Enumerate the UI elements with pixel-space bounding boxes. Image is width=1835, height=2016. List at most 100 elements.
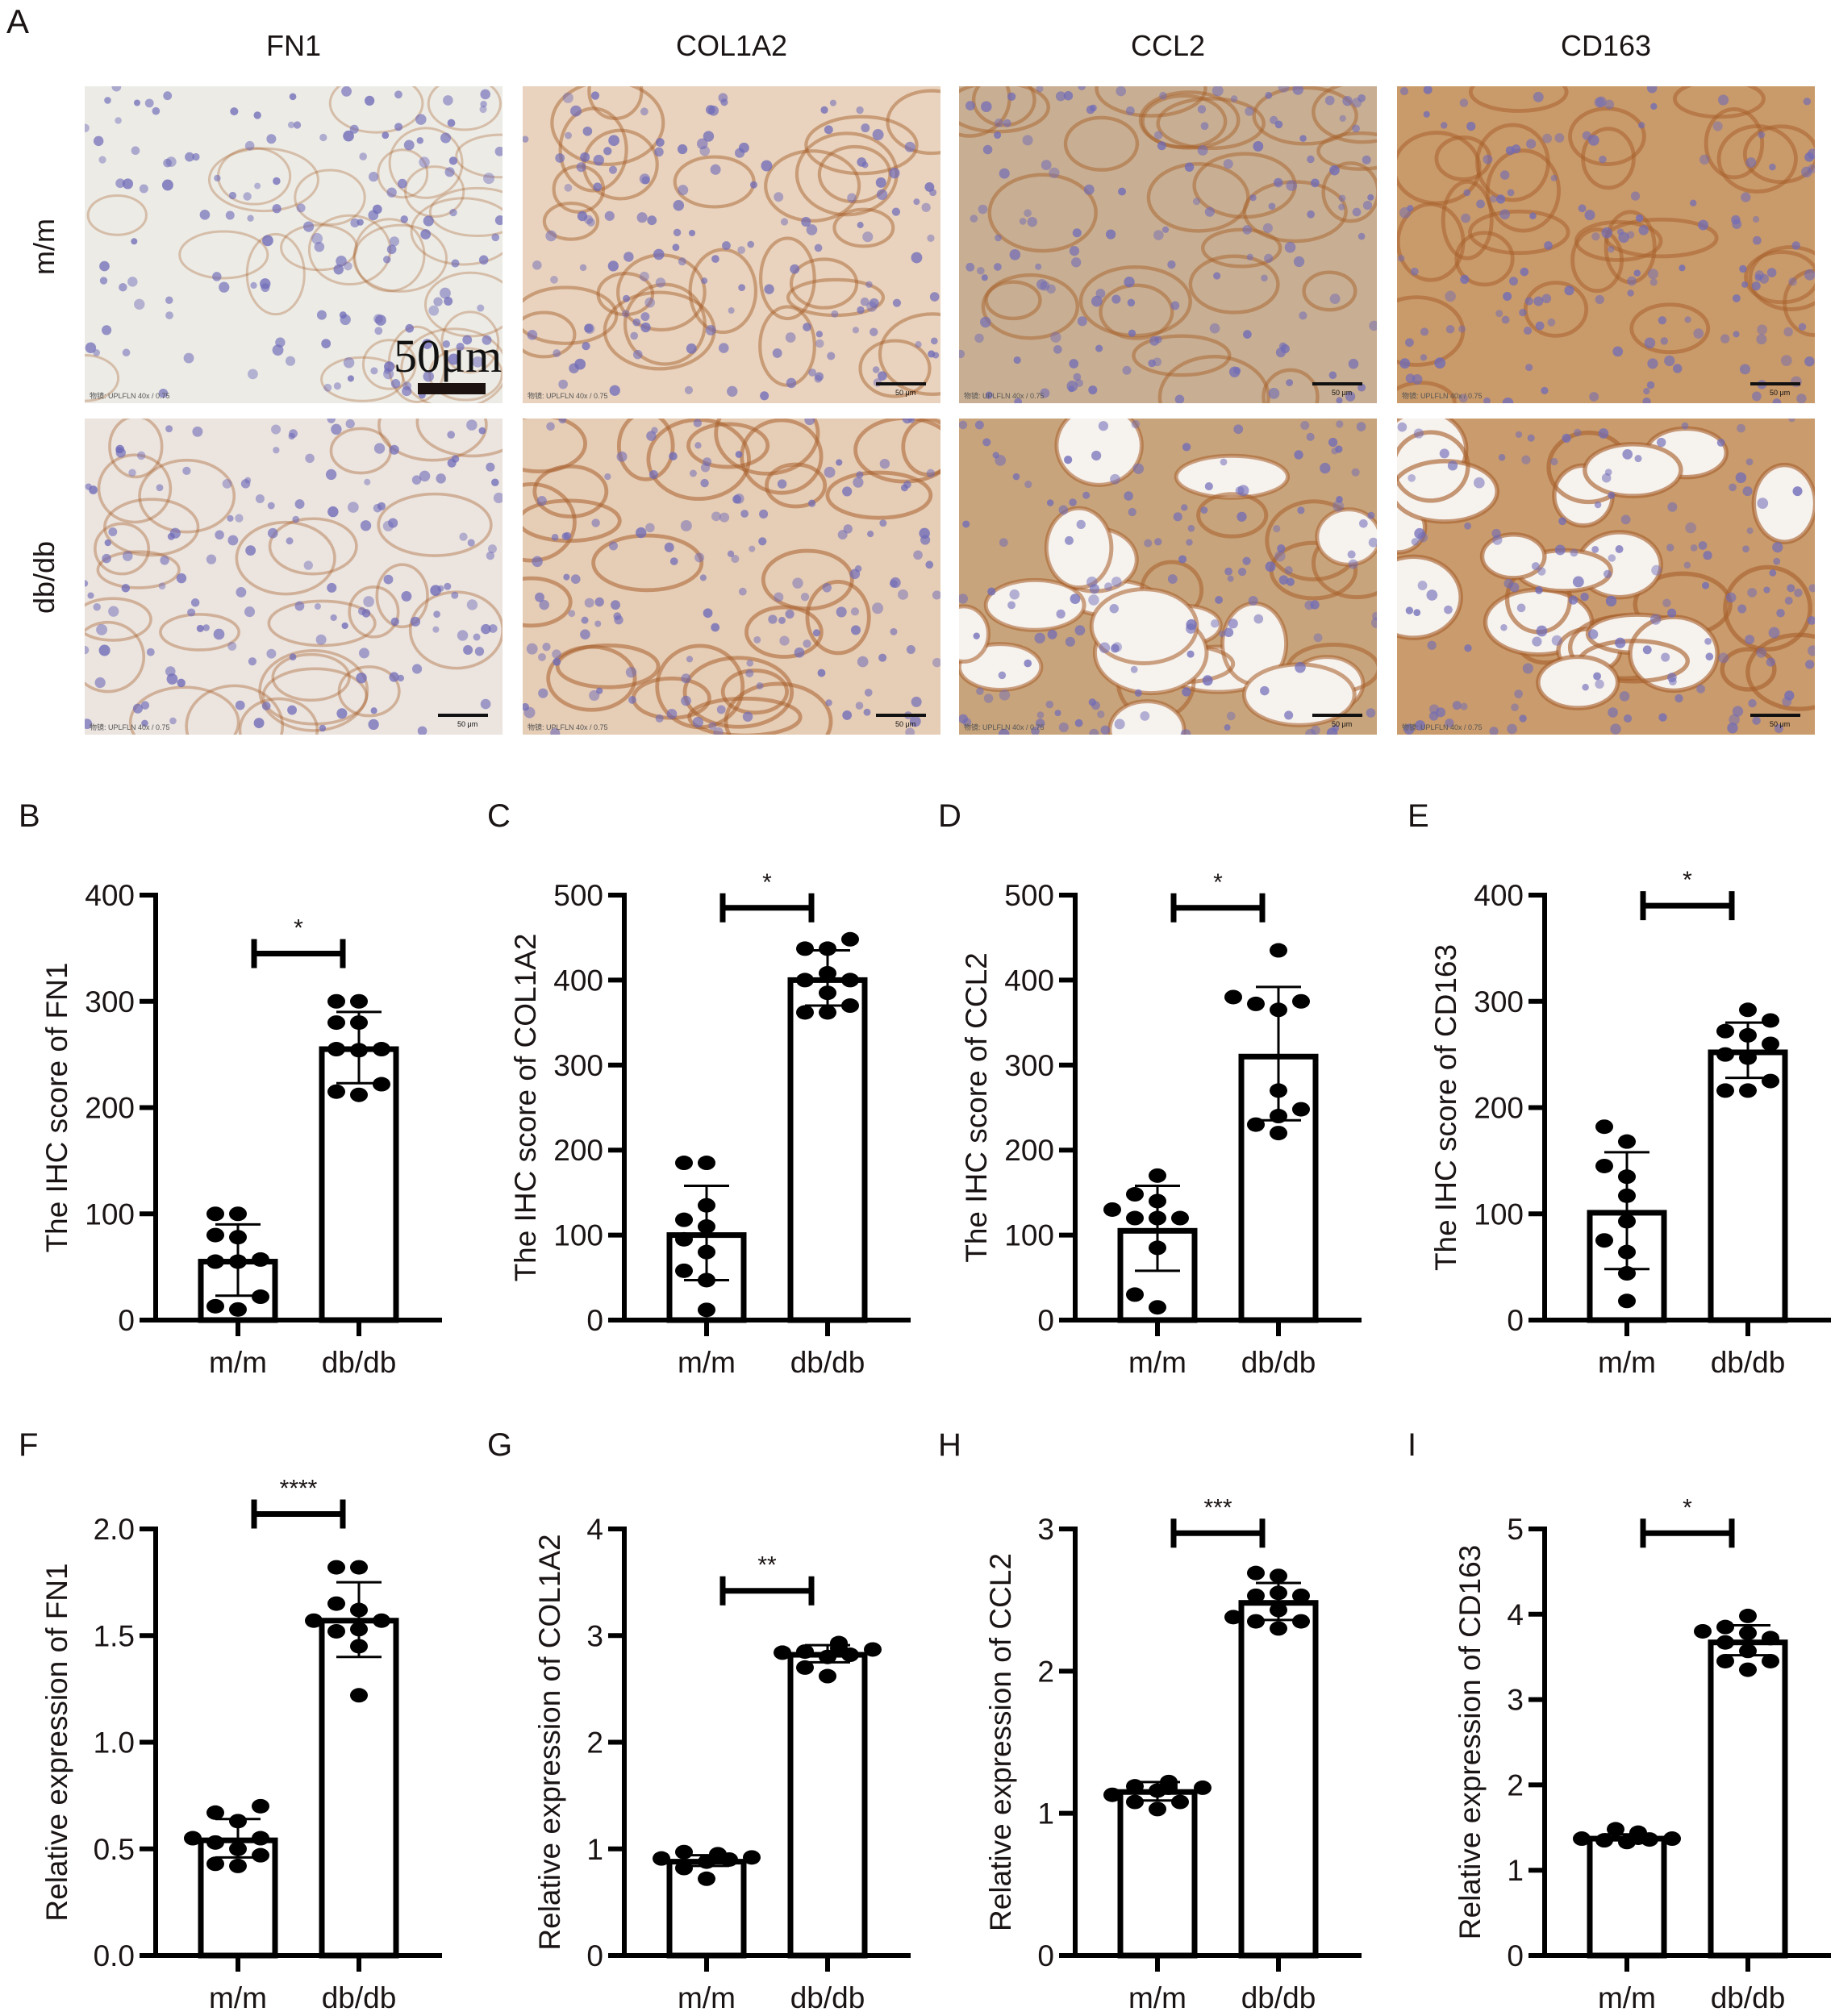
data-point: [1739, 1083, 1757, 1098]
panel-letter: E: [1408, 798, 1429, 834]
data-point: [252, 1831, 269, 1846]
svg-text:物镜: UPLFLN 40x / 0.75: 物镜: UPLFLN 40x / 0.75: [90, 723, 170, 731]
data-point: [327, 1560, 345, 1575]
data-point: [229, 1858, 247, 1873]
data-point: [229, 1302, 247, 1317]
data-point: [206, 1835, 224, 1850]
data-point: [327, 1596, 345, 1611]
svg-text:物镜: UPLFLN 40x / 0.75: 物镜: UPLFLN 40x / 0.75: [90, 391, 170, 400]
svg-text:50 μm: 50 μm: [457, 720, 478, 728]
chart-panel-d: D 0 100 200 300 400 500 The IHC score of CCL2 m/…: [938, 798, 1362, 1379]
data-point: [1292, 1588, 1310, 1603]
data-point: [1270, 943, 1287, 958]
data-point: [1103, 1787, 1121, 1802]
data-point: [864, 1642, 882, 1657]
data-point: [1762, 1653, 1779, 1668]
x-tick-label: m/m: [678, 1346, 736, 1379]
data-point: [1270, 1621, 1287, 1636]
svg-text:50 μm: 50 μm: [895, 389, 915, 397]
micrograph-ccl2-dbdb: 物镜: UPLFLN 40x / 0.75 50 μm: [959, 419, 1377, 735]
data-point: [1224, 989, 1242, 1005]
data-point: [1716, 1047, 1734, 1062]
data-point: [305, 1613, 323, 1628]
data-point: [1694, 1623, 1712, 1639]
data-point: [743, 1850, 761, 1865]
y-axis-label: Relative expression of COL1A2: [533, 1534, 566, 1950]
data-point: [1716, 1635, 1734, 1650]
y-tick-label: 200: [1004, 1134, 1054, 1167]
y-tick-label: 0: [1037, 1304, 1054, 1337]
y-tick-label: 400: [1474, 879, 1524, 912]
data-point: [1618, 1293, 1636, 1309]
bar-m-m: [1117, 1789, 1198, 1959]
data-point: [229, 1206, 247, 1222]
data-point: [206, 1856, 224, 1872]
y-tick-label: 3: [1507, 1684, 1524, 1717]
significance-label: *: [762, 869, 772, 896]
y-tick-label: 0: [586, 1939, 603, 1972]
data-point: [350, 1560, 368, 1575]
data-point: [841, 931, 859, 947]
svg-text:物镜: UPLFLN 40x / 0.75: 物镜: UPLFLN 40x / 0.75: [1402, 723, 1483, 731]
data-point: [1126, 1287, 1144, 1302]
x-tick-label: m/m: [1598, 1346, 1656, 1379]
significance-label: **: [757, 1552, 777, 1579]
y-tick-label: 0: [1507, 1939, 1524, 1972]
column-header-ccl2: CCL2: [1130, 29, 1206, 62]
y-tick-label: 300: [85, 985, 135, 1018]
micrograph-col1a2-mm: 物镜: UPLFLN 40x / 0.75 50 μm: [523, 86, 940, 403]
data-point: [1595, 1158, 1613, 1173]
bar-db-db: [1238, 1600, 1319, 1959]
svg-text:物镜: UPLFLN 40x / 0.75: 物镜: UPLFLN 40x / 0.75: [964, 391, 1045, 400]
panel-letter: H: [938, 1427, 961, 1463]
data-point: [1716, 1083, 1734, 1098]
panel-letter: I: [1408, 1427, 1416, 1463]
x-tick-label: db/db: [322, 1346, 397, 1379]
y-tick-label: 0.0: [94, 1939, 135, 1972]
y-tick-label: 200: [553, 1134, 603, 1167]
data-point: [1573, 1831, 1591, 1847]
x-tick-label: m/m: [209, 1981, 267, 2014]
data-point: [1149, 1168, 1166, 1183]
y-tick-label: 200: [85, 1092, 135, 1125]
x-tick-label: m/m: [1128, 1346, 1186, 1379]
data-point: [206, 1805, 224, 1820]
x-tick-label: db/db: [1241, 1346, 1316, 1379]
svg-text:物镜: UPLFLN 40x / 0.75: 物镜: UPLFLN 40x / 0.75: [964, 723, 1045, 731]
x-tick-label: m/m: [1128, 1981, 1186, 2014]
data-point: [819, 1005, 836, 1020]
data-point: [1247, 1614, 1265, 1629]
data-point: [1247, 1565, 1265, 1581]
y-tick-label: 400: [85, 879, 135, 912]
data-point: [675, 1231, 693, 1247]
y-tick-label: 1: [1507, 1854, 1524, 1887]
y-tick-label: 300: [1004, 1049, 1054, 1082]
panel-letter: G: [487, 1427, 512, 1463]
data-point: [252, 1847, 269, 1863]
chart-panel-g: G 0 1 2 3 4 Relative expression of COL1A2 m/m db…: [487, 1427, 911, 2014]
y-tick-label: 4: [586, 1513, 603, 1546]
data-point: [373, 1042, 390, 1057]
y-tick-label: 0: [586, 1304, 603, 1337]
data-point: [1126, 1794, 1144, 1810]
data-point: [1292, 993, 1310, 1009]
data-point: [1762, 1036, 1779, 1052]
significance-label: *: [1213, 869, 1223, 896]
y-axis-label: The IHC score of FN1: [40, 963, 73, 1253]
y-tick-label: 4: [1507, 1598, 1524, 1631]
y-axis-label: The IHC score of CD163: [1429, 944, 1462, 1271]
data-point: [653, 1851, 670, 1866]
data-point: [252, 1798, 269, 1814]
data-point: [1126, 1210, 1144, 1226]
data-point: [1270, 1126, 1287, 1141]
svg-text:物镜: UPLFLN 40x / 0.75: 物镜: UPLFLN 40x / 0.75: [528, 391, 608, 400]
data-point: [796, 941, 814, 956]
y-tick-label: 1: [586, 1833, 603, 1866]
data-point: [819, 941, 836, 956]
data-point: [206, 1254, 224, 1269]
bar-db-db: [1708, 1639, 1788, 1959]
y-tick-label: 500: [553, 879, 603, 912]
micrograph-fn1-mm: 物镜: UPLFLN 40x / 0.75: [85, 86, 503, 403]
y-tick-label: 0: [118, 1304, 135, 1337]
